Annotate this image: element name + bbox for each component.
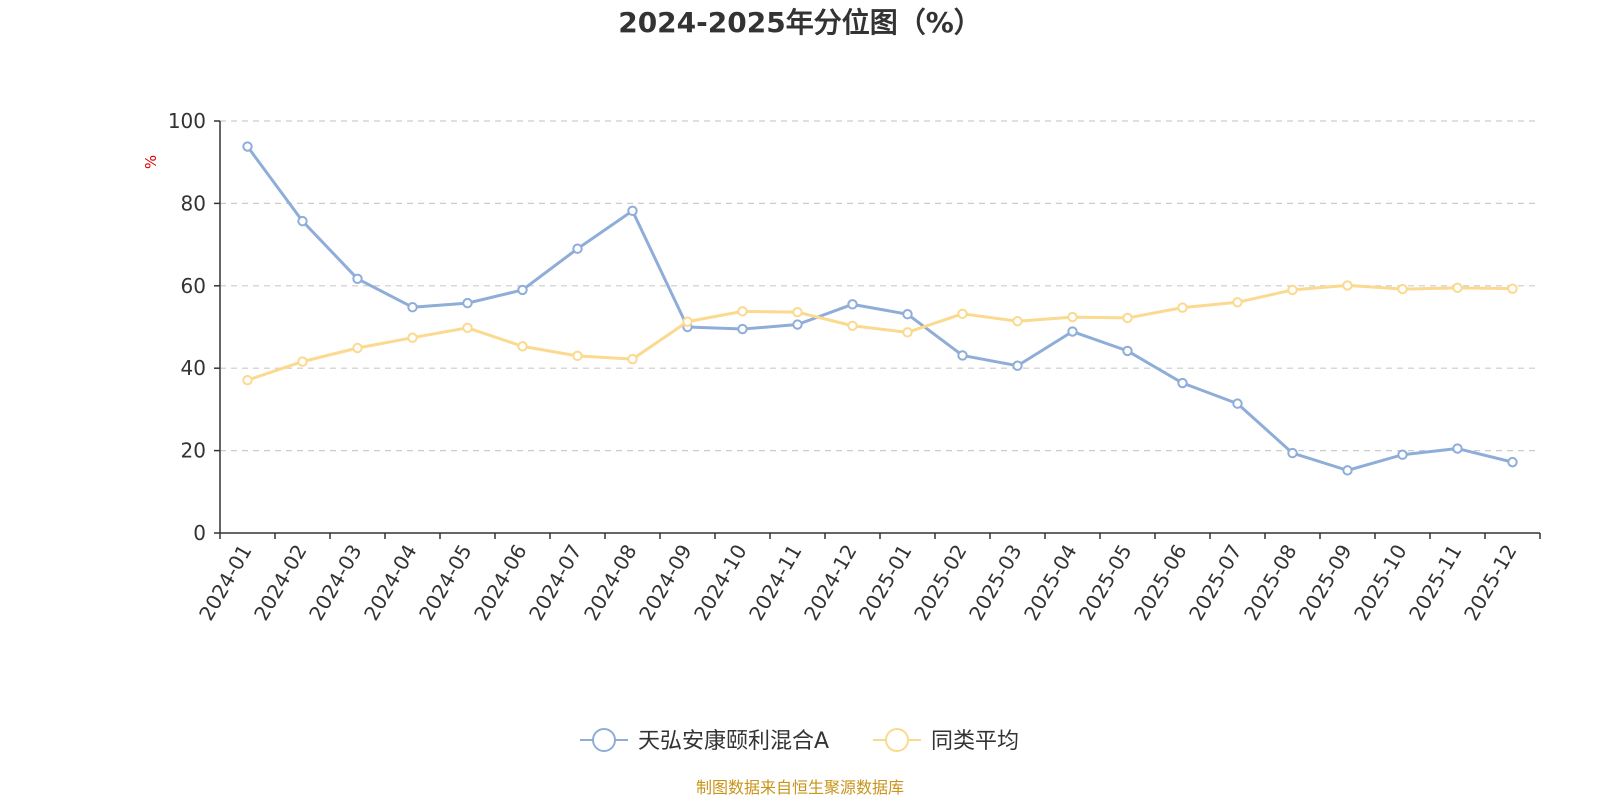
series-2-point-2025-05[interactable] bbox=[1122, 312, 1133, 324]
x-tick-label-2025-01: 2025-01 bbox=[854, 540, 917, 624]
series-1-point-2025-06[interactable] bbox=[1177, 377, 1188, 389]
x-tick-label-2025-03: 2025-03 bbox=[964, 540, 1027, 624]
series-1-point-2024-06[interactable] bbox=[517, 284, 528, 296]
x-tick-label-2024-06: 2024-06 bbox=[469, 540, 532, 624]
series-2-point-2024-01[interactable] bbox=[242, 374, 253, 386]
legend-item-1[interactable]: 天弘安康颐利混合A bbox=[580, 728, 829, 754]
x-tick-label-2025-04: 2025-04 bbox=[1019, 540, 1082, 624]
y-tick-label-0: 0 bbox=[193, 521, 206, 545]
series-2-point-2025-11[interactable] bbox=[1452, 282, 1463, 294]
x-tick-label-2024-09: 2024-09 bbox=[634, 540, 697, 624]
series-2-point-2024-10[interactable] bbox=[737, 306, 748, 317]
series-1-point-2025-07[interactable] bbox=[1232, 398, 1243, 409]
legend-item-2[interactable]: 同类平均 bbox=[873, 728, 1019, 754]
series-2-point-2025-02[interactable] bbox=[957, 308, 968, 320]
series-2-point-2025-10[interactable] bbox=[1397, 283, 1408, 295]
series-2-point-2024-03[interactable] bbox=[352, 342, 363, 354]
x-tick-label-2025-12: 2025-12 bbox=[1459, 540, 1522, 624]
legend-label: 同类平均 bbox=[931, 729, 1019, 754]
series-1-point-2024-10[interactable] bbox=[737, 323, 748, 335]
x-tick-label-2024-04: 2024-04 bbox=[359, 540, 422, 624]
legend-marker-icon bbox=[885, 728, 909, 752]
series-2-point-2025-08[interactable] bbox=[1287, 284, 1298, 296]
x-tick-label-2024-12: 2024-12 bbox=[799, 540, 862, 624]
x-tick-label-2024-03: 2024-03 bbox=[304, 540, 367, 624]
series-2-point-2025-12[interactable] bbox=[1507, 283, 1518, 294]
chart-title: 2024-2025年分位图（%） bbox=[618, 6, 982, 39]
series-1-point-2025-05[interactable] bbox=[1122, 345, 1133, 357]
series-1-point-2024-05[interactable] bbox=[462, 297, 473, 309]
series-1-point-2025-01[interactable] bbox=[902, 309, 913, 320]
series-2-line bbox=[246, 283, 1514, 382]
series-1-point-2025-11[interactable] bbox=[1452, 443, 1463, 454]
series-2-point-2024-04[interactable] bbox=[407, 332, 418, 343]
legend-label: 天弘安康颐利混合A bbox=[638, 729, 829, 754]
series-1-point-2025-02[interactable] bbox=[957, 350, 968, 361]
series-2-point-2025-04[interactable] bbox=[1067, 311, 1078, 323]
series-2-point-2024-02[interactable] bbox=[297, 356, 308, 367]
series-1-point-2025-03[interactable] bbox=[1012, 360, 1023, 371]
series-2-point-2025-07[interactable] bbox=[1232, 297, 1243, 308]
series-1-point-2025-04[interactable] bbox=[1067, 326, 1078, 337]
series-2-point-2025-09[interactable] bbox=[1342, 280, 1353, 291]
legend-marker-icon bbox=[592, 728, 616, 752]
x-tick-label-2024-01: 2024-01 bbox=[194, 540, 257, 624]
grid-lines bbox=[220, 120, 1540, 452]
x-tick-label-2025-11: 2025-11 bbox=[1404, 540, 1467, 624]
x-tick-label-2025-09: 2025-09 bbox=[1294, 540, 1357, 624]
series-2-point-2024-08[interactable] bbox=[627, 353, 638, 365]
y-tick-label-80: 80 bbox=[181, 191, 206, 215]
axes: 0 20 40 60 80 100 2024-012024-022024-032024-04… bbox=[168, 109, 1541, 625]
x-tick-label-2025-08: 2025-08 bbox=[1239, 540, 1302, 624]
series-2-point-2025-06[interactable] bbox=[1177, 302, 1188, 313]
x-tick-label-2025-07: 2025-07 bbox=[1184, 540, 1247, 624]
y-tick-label-40: 40 bbox=[181, 356, 206, 380]
series-2-point-2024-07[interactable] bbox=[572, 350, 583, 362]
series-2-point-2025-01[interactable] bbox=[902, 327, 913, 338]
series-2 bbox=[242, 280, 1518, 386]
series-2-point-2024-11[interactable] bbox=[792, 306, 803, 318]
x-tick-label-2025-10: 2025-10 bbox=[1349, 540, 1412, 624]
legend[interactable]: 天弘安康颐利混合A 同类平均 bbox=[580, 728, 1019, 754]
y-tick-label-60: 60 bbox=[181, 274, 206, 298]
x-tick-label-2025-06: 2025-06 bbox=[1129, 540, 1192, 624]
series-1-point-2024-07[interactable] bbox=[572, 243, 583, 254]
series-1-point-2025-10[interactable] bbox=[1397, 449, 1408, 460]
series-1-point-2024-08[interactable] bbox=[627, 205, 638, 217]
series-2-point-2025-03[interactable] bbox=[1012, 316, 1023, 327]
series-1-point-2024-11[interactable] bbox=[792, 319, 803, 330]
x-tick-label-2025-02: 2025-02 bbox=[909, 540, 972, 624]
x-tick-label-2025-05: 2025-05 bbox=[1074, 540, 1137, 624]
series-1-point-2024-02[interactable] bbox=[297, 215, 308, 227]
series-2-point-2024-05[interactable] bbox=[462, 322, 473, 334]
data-series bbox=[242, 141, 1518, 476]
y-tick-label-20: 20 bbox=[181, 439, 206, 463]
series-1-point-2025-09[interactable] bbox=[1342, 465, 1353, 476]
series-1-point-2025-08[interactable] bbox=[1287, 447, 1298, 459]
series-1-point-2024-12[interactable] bbox=[847, 299, 858, 310]
series-1-point-2024-01[interactable] bbox=[242, 141, 253, 152]
series-1-point-2024-04[interactable] bbox=[407, 302, 418, 313]
series-1-line bbox=[246, 145, 1514, 472]
series-2-point-2024-12[interactable] bbox=[847, 320, 858, 331]
y-tick-label-100: 100 bbox=[168, 109, 206, 133]
y-axis-unit-label: % bbox=[142, 155, 160, 169]
series-1-point-2024-03[interactable] bbox=[352, 273, 363, 284]
series-1-point-2025-12[interactable] bbox=[1507, 456, 1518, 468]
x-tick-label-2024-05: 2024-05 bbox=[414, 540, 477, 624]
x-tick-label-2024-02: 2024-02 bbox=[249, 540, 312, 624]
source-note: 制图数据来自恒生聚源数据库 bbox=[696, 778, 904, 797]
series-2-point-2024-09[interactable] bbox=[682, 316, 693, 327]
x-tick-label-2024-11: 2024-11 bbox=[744, 540, 807, 624]
series-1 bbox=[242, 141, 1518, 476]
series-2-point-2024-06[interactable] bbox=[517, 341, 528, 352]
x-tick-label-2024-07: 2024-07 bbox=[524, 540, 587, 624]
x-tick-label-2024-10: 2024-10 bbox=[689, 540, 752, 624]
x-tick-label-2024-08: 2024-08 bbox=[579, 540, 642, 624]
